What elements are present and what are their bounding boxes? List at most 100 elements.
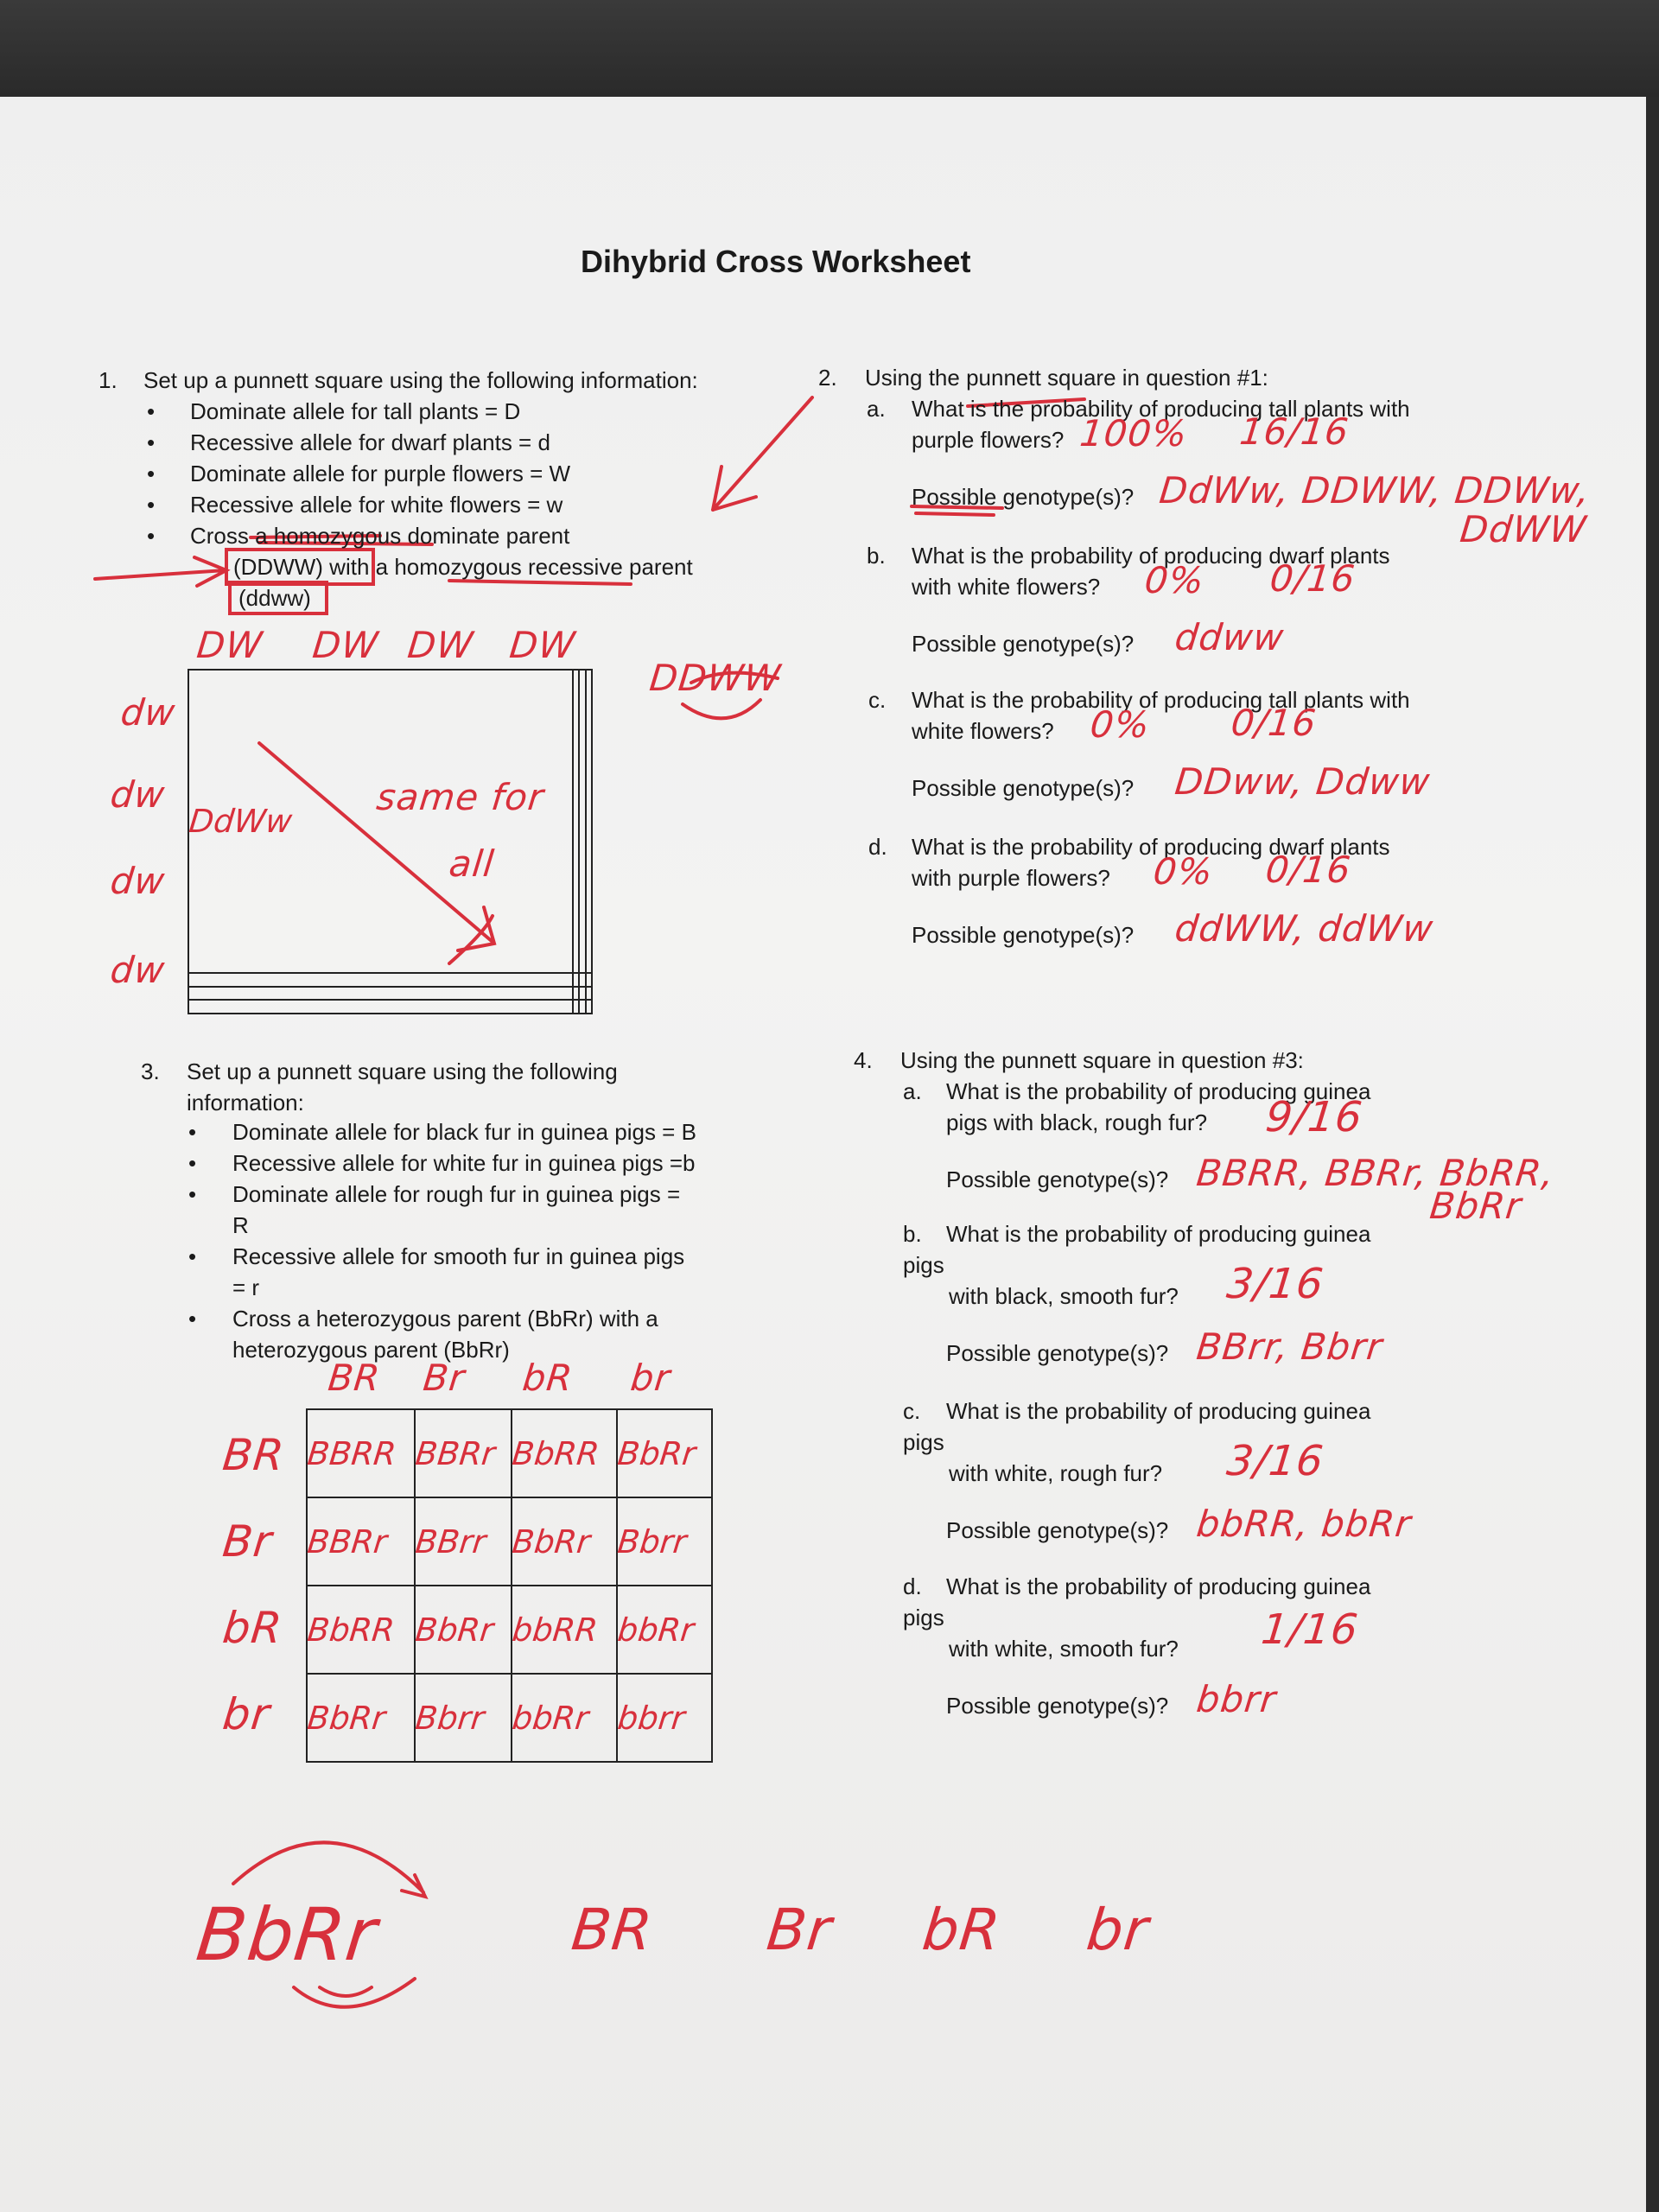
q2-genotype-answer: ddww xyxy=(1173,616,1287,658)
q3-number: 3. xyxy=(141,1058,160,1084)
curve-parent xyxy=(681,671,779,721)
q1-bullet: Recessive allele for white flowers = w xyxy=(190,492,563,518)
box-ddww-upper xyxy=(225,548,375,586)
q2-genotype-label: Possible genotype(s)? xyxy=(912,631,1135,657)
q4-question-line1: What is the probability of producing gui… xyxy=(946,1221,1371,1247)
q4-genotype-answer: bbrr xyxy=(1194,1678,1279,1720)
punnett-square-1: DdWw xyxy=(188,668,594,1014)
q1-cell: DdWw xyxy=(188,668,574,975)
q2-number: 2. xyxy=(818,365,837,391)
q3-col-header: br xyxy=(628,1357,673,1399)
q4-part-letter: c. xyxy=(903,1398,921,1424)
q4-part-letter: b. xyxy=(903,1221,922,1247)
q2-question-line1: What is the probability of producing tal… xyxy=(912,687,1410,713)
q1-cont1: (DDWW) with a homozygous recessive paren… xyxy=(233,554,693,580)
q2-part-letter: c. xyxy=(868,687,887,713)
q4-genotype-label: Possible genotype(s)? xyxy=(946,1340,1169,1366)
q2-answer-fraction: 0/16 xyxy=(1229,702,1319,744)
underline-homozygous xyxy=(249,534,434,546)
q4-genotype-label: Possible genotype(s)? xyxy=(946,1517,1169,1543)
q1-bullet: Dominate allele for purple flowers = W xyxy=(190,461,571,486)
q2-answer-fraction: 0/16 xyxy=(1268,557,1357,600)
q3-bullet-line: Dominate allele for rough fur in guinea … xyxy=(232,1181,681,1207)
q3-col-header: Br xyxy=(421,1357,467,1399)
q3-cell: bbRr xyxy=(510,1673,619,1763)
q3-cell: BBrr xyxy=(413,1497,512,1586)
q2-question-line1: What is the probability of producing tal… xyxy=(912,396,1410,422)
q4-answer: 9/16 xyxy=(1263,1093,1365,1141)
q4-question-line2: with white, smooth fur? xyxy=(949,1636,1179,1662)
punnett-square-3: BBRR BBRr BbRR BbRr BBRr BBrr BbRr Bbrr BbRR BbRr… xyxy=(306,1408,713,1763)
bullet-icon: • xyxy=(147,523,156,549)
q4-genotype-answer: BBrr, Bbrr xyxy=(1194,1325,1385,1368)
q2-question-line2: with white flowers? xyxy=(912,574,1101,600)
q3-cell: BbRr xyxy=(616,1408,713,1498)
underline-possible xyxy=(910,505,1004,517)
q4-question-line2: with white, rough fur? xyxy=(949,1460,1163,1486)
q2-genotype-label: Possible genotype(s)? xyxy=(912,922,1135,948)
q2-question-line1: What is the probability of producing dwa… xyxy=(912,834,1390,860)
q1-bullet: Dominate allele for tall plants = D xyxy=(190,398,521,424)
box-ddww-lower xyxy=(228,581,328,615)
bullet-icon: • xyxy=(188,1306,197,1332)
q4-answer: 3/16 xyxy=(1224,1260,1326,1308)
q3-line2: information: xyxy=(187,1090,304,1116)
q3-bullet-line: Recessive allele for white fur in guinea… xyxy=(232,1150,696,1176)
underline-recessive xyxy=(448,579,632,586)
diagonal-arrow-q1 xyxy=(257,741,497,952)
q3-cell: BbRr xyxy=(413,1585,512,1675)
curve-q1 xyxy=(448,914,494,965)
q3-line1: Set up a punnett square using the follow… xyxy=(187,1058,618,1084)
q3-cell: BBRr xyxy=(413,1408,512,1498)
q2-answer-percent: 0% xyxy=(1142,559,1207,601)
q4-question-line1: What is the probability of producing gui… xyxy=(946,1078,1371,1104)
page-title: Dihybrid Cross Worksheet xyxy=(581,244,971,279)
q2-question-line2: purple flowers? xyxy=(912,427,1065,453)
q4-answer: 1/16 xyxy=(1259,1605,1361,1654)
bullet-icon: • xyxy=(147,429,156,455)
q2-intro: Using the punnett square in question #1: xyxy=(865,365,1268,391)
q4-question-pigs: pigs xyxy=(903,1429,944,1455)
q3-cell: bbRR xyxy=(510,1585,619,1675)
q3-cell: BBRR xyxy=(306,1408,416,1498)
arrow-right-icon xyxy=(93,556,231,588)
q2-genotype-label: Possible genotype(s)? xyxy=(912,484,1135,510)
q1-number: 1. xyxy=(99,367,118,393)
q2-answer-percent: 0% xyxy=(1088,703,1153,746)
q4-genotype-label: Possible genotype(s)? xyxy=(946,1166,1169,1192)
q3-cell: Bbrr xyxy=(413,1673,512,1763)
q4-question-line2: pigs with black, rough fur? xyxy=(946,1109,1208,1135)
q3-cell: BbRR xyxy=(306,1585,416,1675)
q3-cell: bbrr xyxy=(616,1673,713,1763)
q2-part-letter: d. xyxy=(868,834,887,860)
q3-col-header: bR xyxy=(520,1357,575,1399)
bullet-icon: • xyxy=(188,1150,197,1176)
q2-genotype-answer: ddWW, ddWw xyxy=(1173,907,1436,950)
q2-question-line1: What is the probability of producing dwa… xyxy=(912,543,1390,569)
arc-top-bbrr xyxy=(232,1840,429,1900)
bullet-icon: • xyxy=(147,398,156,424)
q3-row-header: BR xyxy=(219,1430,288,1480)
q3-cell: BbRr xyxy=(306,1673,416,1763)
q4-part-letter: d. xyxy=(903,1573,922,1599)
q4-question-line1: What is the probability of producing gui… xyxy=(946,1573,1371,1599)
q4-genotype-answer: bbRR, bbRr xyxy=(1194,1503,1414,1545)
q1-cont2: (ddww) xyxy=(238,585,311,611)
q2-genotype-answer: DdWw, DDWW, DDWw, xyxy=(1157,469,1592,512)
q2-answer-percent: 100% xyxy=(1077,412,1190,454)
q4-question-line2: with black, smooth fur? xyxy=(949,1283,1179,1309)
q4-part-letter: a. xyxy=(903,1078,922,1104)
q2-genotype-answer: DDww, Ddww xyxy=(1173,760,1433,803)
arrow-diagonal-icon xyxy=(711,396,814,512)
q3-cell: BBRr xyxy=(306,1497,416,1586)
q2-genotype-label: Possible genotype(s)? xyxy=(912,775,1135,801)
q3-bullet-line: Recessive allele for smooth fur in guine… xyxy=(232,1243,685,1269)
bullet-icon: • xyxy=(147,461,156,486)
q3-bullet-line: Dominate allele for black fur in guinea … xyxy=(232,1119,696,1145)
q4-question-line1: What is the probability of producing gui… xyxy=(946,1398,1371,1424)
q1-bullet: Recessive allele for dwarf plants = d xyxy=(190,429,550,455)
q4-genotype-answer-cont: BbRr xyxy=(1427,1185,1524,1227)
q2-question-line2: with purple flowers? xyxy=(912,865,1110,891)
q3-row-header: br xyxy=(219,1689,273,1739)
